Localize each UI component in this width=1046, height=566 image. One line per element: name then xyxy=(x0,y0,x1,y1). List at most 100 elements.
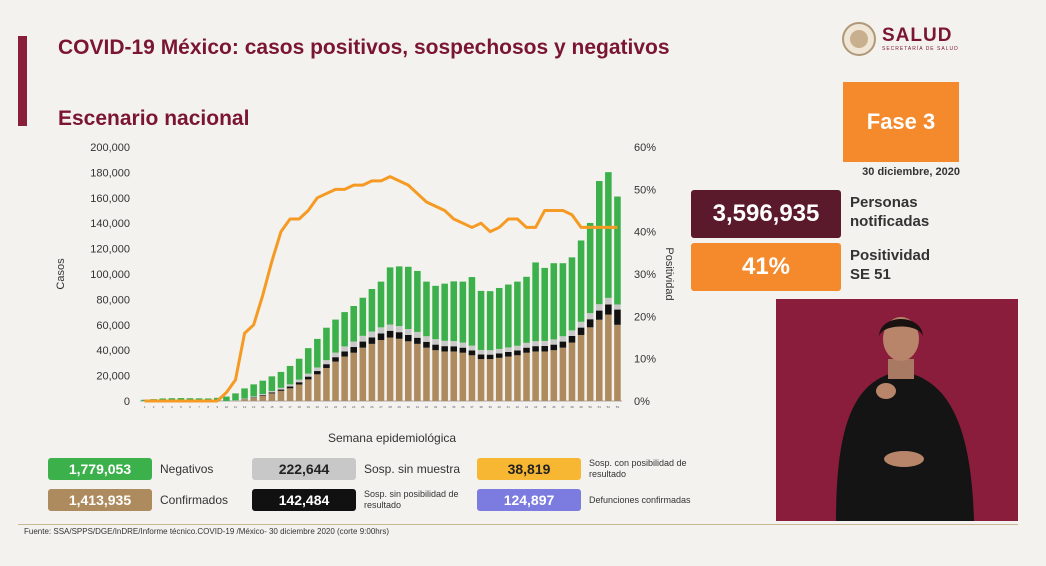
bar-segment xyxy=(386,337,394,401)
bar-segment xyxy=(450,341,458,347)
x-tick-label: 37 xyxy=(470,405,474,409)
bar-segment xyxy=(605,172,612,298)
bar-segment xyxy=(323,367,330,401)
bar-segment xyxy=(505,347,512,352)
bar-segment xyxy=(432,350,439,401)
bar-segment xyxy=(259,380,267,395)
bar-segment xyxy=(468,345,476,351)
bar-segment xyxy=(495,287,503,349)
bar-segment xyxy=(532,262,539,342)
phase-badge: Fase 3 xyxy=(843,82,959,162)
x-tick-label: 17 xyxy=(288,405,292,409)
bar-segment xyxy=(259,395,267,401)
bar-segment xyxy=(295,358,303,380)
legend-con-posibilidad-value: 38,819 xyxy=(477,458,581,480)
x-tick-label: 38 xyxy=(479,405,483,409)
x-tick-label: 48 xyxy=(570,405,574,409)
legend-confirmados-value: 1,413,935 xyxy=(48,489,152,511)
x-tick-label: 36 xyxy=(461,405,465,409)
bar-segment xyxy=(377,281,385,328)
bar-segment xyxy=(486,350,494,355)
bar-segment xyxy=(577,334,585,401)
bar-segment xyxy=(550,263,558,340)
bar-segment xyxy=(359,335,367,342)
bar-segment xyxy=(459,342,467,348)
bar-segment xyxy=(414,343,421,401)
bar-segment xyxy=(586,319,594,328)
bar-segment xyxy=(514,281,521,346)
x-tick-label: 16 xyxy=(279,405,283,409)
bar-segment xyxy=(432,285,439,340)
bar-segment xyxy=(405,266,412,329)
bar-segment xyxy=(495,353,503,358)
bar-segment xyxy=(441,351,448,401)
x-tick-label: 33 xyxy=(434,405,438,409)
bar-segment xyxy=(250,384,257,397)
x-tick-label: 29 xyxy=(398,405,402,409)
bar-segment xyxy=(514,350,521,356)
bar-segment xyxy=(477,359,485,401)
bar-segment xyxy=(241,399,248,401)
bar-segment xyxy=(414,270,421,332)
bar-segment xyxy=(368,331,376,338)
bar-segment xyxy=(586,327,594,401)
bar-segment xyxy=(423,281,430,337)
bar-segment xyxy=(414,337,421,344)
bar-segment xyxy=(223,396,230,401)
bar-segment xyxy=(559,336,567,342)
bar-segment xyxy=(432,344,439,351)
bar-segment xyxy=(605,314,612,401)
bar-segment xyxy=(332,352,339,358)
personas-label: Personas notificadas xyxy=(850,194,930,230)
bar-segment xyxy=(250,397,257,398)
bar-segment xyxy=(614,309,621,325)
legend-negativos-value: 1,779,053 xyxy=(48,458,152,480)
legend-sin-posibilidad-value: 142,484 xyxy=(252,489,356,511)
legend-defunciones-label: Defunciones confirmadas xyxy=(589,494,691,505)
bar-segment xyxy=(568,335,576,343)
bar-segment xyxy=(286,384,294,387)
y-tick-label: 180,000 xyxy=(90,167,130,179)
bar-segment xyxy=(486,354,494,360)
bar-segment xyxy=(595,181,603,305)
bar-segment xyxy=(295,384,303,401)
bar-segment xyxy=(359,347,367,401)
y-tick-label: 160,000 xyxy=(90,193,130,205)
y-tick-label: 140,000 xyxy=(90,218,130,230)
bar-segment xyxy=(341,312,348,347)
bar-segment xyxy=(386,267,394,325)
bar-segment xyxy=(268,376,276,391)
x-tick-label: 19 xyxy=(307,405,311,409)
bar-segment xyxy=(586,313,594,320)
bar-segment xyxy=(568,257,576,331)
bar-segment xyxy=(541,267,548,341)
bar-segment xyxy=(559,263,567,337)
bar-segment xyxy=(568,342,576,401)
bar-segment xyxy=(350,306,357,342)
bar-segment xyxy=(514,355,521,401)
sign-language-interpreter-video xyxy=(776,299,1018,521)
bar-segment xyxy=(341,346,348,352)
bar-segment xyxy=(250,396,257,398)
bar-segment xyxy=(314,374,321,401)
bar-segment xyxy=(368,343,376,401)
bar-segment xyxy=(541,346,548,352)
bar-segment xyxy=(450,281,458,342)
bar-segment xyxy=(368,288,376,332)
legend-confirmados: 1,413,935 Confirmados xyxy=(48,489,228,511)
bar-segment xyxy=(395,326,403,333)
x-tick-label: 3 xyxy=(162,405,164,409)
bar-segment xyxy=(441,283,448,341)
x-axis-label: Semana epidemiológica xyxy=(328,431,456,445)
x-tick-label: 52 xyxy=(607,405,611,409)
y-tick-label: 0 xyxy=(124,396,130,408)
y2-tick-label: 20% xyxy=(634,311,656,323)
bar-segment xyxy=(286,386,294,389)
x-tick-label: 21 xyxy=(325,405,329,409)
bar-segment xyxy=(277,387,285,390)
bar-segment xyxy=(486,359,494,401)
y2-tick-label: 40% xyxy=(634,227,656,239)
bar-segment xyxy=(241,388,248,399)
bar-segment xyxy=(605,297,612,305)
x-tick-label: 1 xyxy=(144,405,146,409)
